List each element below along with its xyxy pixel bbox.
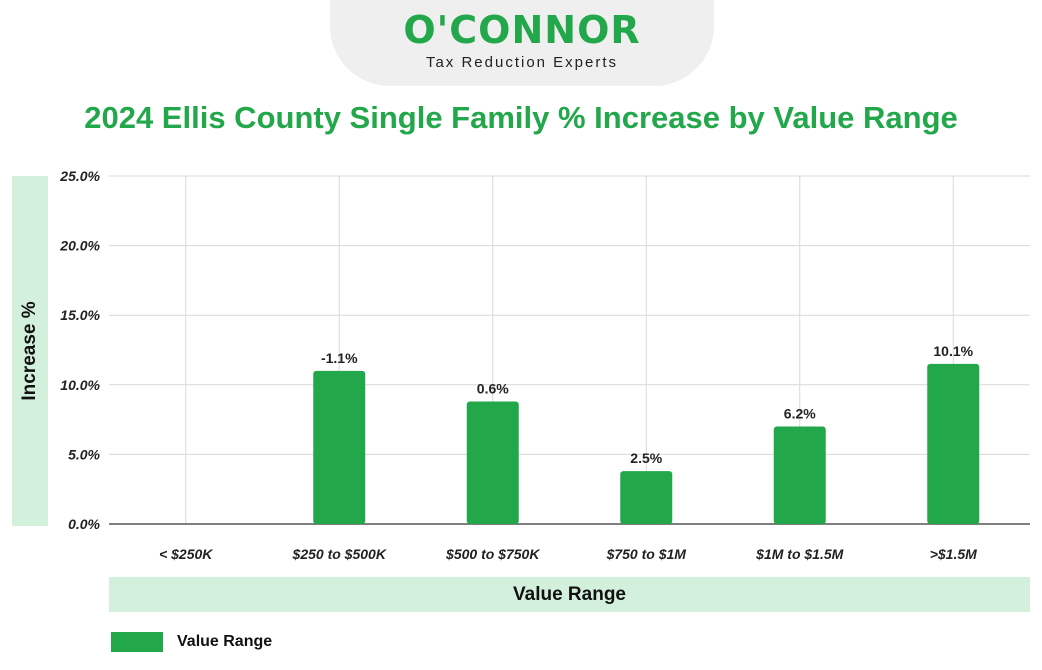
y-tick-label: 0.0% [68, 516, 100, 532]
data-label: 6.2% [784, 406, 816, 422]
x-tick-label: >$1.5M [930, 546, 977, 562]
logo-tagline: Tax Reduction Experts [425, 54, 619, 71]
data-label: -1.1% [321, 350, 358, 366]
x-tick-label: < $250K [159, 546, 213, 562]
bar [313, 370, 366, 524]
data-label: 2.5% [630, 450, 662, 466]
y-tick-label: 15.0% [60, 307, 100, 323]
x-axis-label: Value Range [513, 584, 626, 605]
data-label: 0.6% [477, 381, 509, 397]
x-tick-label: $250 to $500K [292, 546, 387, 562]
bar [466, 401, 519, 524]
x-tick-label: $750 to $1M [606, 546, 687, 562]
legend-label: Value Range [177, 633, 273, 650]
bar [620, 471, 673, 524]
logo-banner: O'CONNOR Tax Reduction Experts [330, 0, 714, 86]
y-tick-label: 10.0% [60, 377, 100, 393]
x-axis-band [109, 577, 1030, 612]
logo: O'CONNOR [403, 8, 641, 52]
y-tick-label: 25.0% [59, 168, 100, 184]
y-tick-label: 20.0% [59, 238, 100, 254]
y-tick-label: 5.0% [68, 446, 100, 462]
bar [927, 363, 980, 524]
bar [773, 426, 826, 524]
data-label: 10.1% [933, 343, 973, 359]
chart-title: 2024 Ellis County Single Family % Increa… [84, 100, 958, 135]
x-tick-label: $1M to $1.5M [755, 546, 843, 562]
x-tick-label: $500 to $750K [445, 546, 540, 562]
legend-swatch [111, 632, 163, 652]
y-axis-band [12, 176, 48, 526]
